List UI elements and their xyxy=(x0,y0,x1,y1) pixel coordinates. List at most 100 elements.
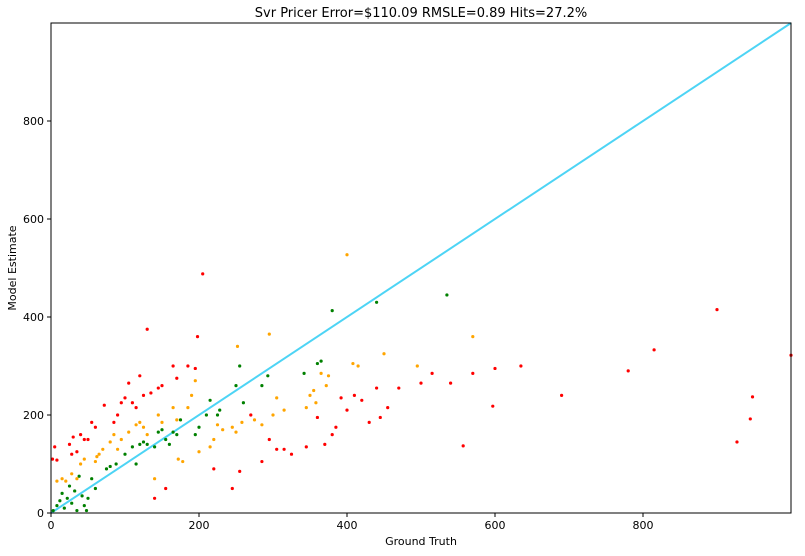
data-point-orange xyxy=(176,457,180,461)
data-point-red xyxy=(119,401,123,405)
data-point-red xyxy=(626,369,630,373)
data-point-green xyxy=(90,477,94,481)
data-point-orange xyxy=(260,423,264,427)
data-point-orange xyxy=(215,423,220,427)
data-point-red xyxy=(267,437,271,442)
data-point-red xyxy=(149,391,153,395)
data-point-orange xyxy=(153,477,157,481)
data-point-red xyxy=(123,396,127,400)
data-point-green xyxy=(319,359,323,363)
data-point-orange xyxy=(319,371,323,375)
data-point-orange xyxy=(116,447,120,451)
x-tick-label: 200 xyxy=(189,519,210,532)
data-point-orange xyxy=(240,420,244,424)
data-point-green xyxy=(145,442,149,446)
data-point-red xyxy=(330,433,334,437)
data-point-orange xyxy=(127,430,131,434)
data-point-orange xyxy=(108,440,112,444)
data-point-red xyxy=(289,452,294,456)
reference-line xyxy=(50,22,792,514)
data-point-green xyxy=(197,425,201,429)
data-point-green xyxy=(178,418,183,422)
data-point-red xyxy=(323,442,327,446)
data-point-orange xyxy=(351,361,355,366)
data-point-green xyxy=(75,508,79,513)
data-point-red xyxy=(134,406,138,410)
data-point-green xyxy=(315,361,319,366)
data-point-orange xyxy=(186,406,190,410)
data-point-orange xyxy=(156,413,160,417)
data-point-orange xyxy=(171,406,175,410)
data-point-orange xyxy=(252,418,257,422)
data-point-red xyxy=(304,445,308,449)
data-point-orange xyxy=(415,364,419,368)
data-point-red xyxy=(201,272,205,276)
data-point-orange xyxy=(75,477,79,481)
data-point-red xyxy=(93,425,97,429)
data-point-orange xyxy=(60,477,64,481)
data-point-green xyxy=(104,467,109,471)
data-point-green xyxy=(215,413,220,417)
data-point-green xyxy=(134,462,138,466)
data-point-red xyxy=(90,420,94,424)
data-point-green xyxy=(153,445,157,449)
data-point-red xyxy=(260,459,264,464)
data-point-orange xyxy=(95,455,99,459)
data-point-green xyxy=(108,464,112,469)
data-point-red xyxy=(519,364,523,368)
data-point-green xyxy=(51,508,55,513)
data-point-red xyxy=(345,408,349,412)
data-point-orange xyxy=(119,437,123,442)
data-point-red xyxy=(493,366,497,371)
y-axis-label: Model Estimate xyxy=(6,225,19,310)
data-point-red xyxy=(378,415,382,420)
data-point-green xyxy=(58,499,62,503)
data-point-green xyxy=(241,401,245,405)
data-point-red xyxy=(652,348,656,352)
x-axis-ticks: 0 200 400 600 800 xyxy=(48,513,654,532)
data-point-red xyxy=(430,371,434,375)
data-point-red xyxy=(53,445,57,449)
data-point-orange xyxy=(134,423,138,427)
data-point-red xyxy=(55,458,59,462)
data-point-red xyxy=(193,366,197,371)
data-point-red xyxy=(491,404,495,408)
data-point-orange xyxy=(93,459,97,464)
x-axis-label: Ground Truth xyxy=(385,535,457,548)
data-point-red xyxy=(153,496,157,500)
data-point-orange xyxy=(234,430,238,434)
data-point-red xyxy=(715,308,719,312)
y-axis-ticks: 0 200 400 600 800 xyxy=(23,115,51,520)
data-point-red xyxy=(130,401,134,405)
data-point-green xyxy=(164,437,168,442)
data-point-green xyxy=(77,474,81,478)
data-point-orange xyxy=(190,393,194,397)
x-tick-label: 800 xyxy=(633,519,654,532)
y-tick-label: 600 xyxy=(23,213,44,226)
data-point-green xyxy=(67,484,72,488)
data-point-orange xyxy=(212,437,216,442)
data-point-red xyxy=(461,444,465,448)
data-point-red xyxy=(275,447,279,451)
data-point-green xyxy=(114,462,118,466)
data-point-orange xyxy=(308,393,312,397)
data-point-green xyxy=(204,413,208,417)
data-point-red xyxy=(334,425,338,429)
data-point-red xyxy=(175,376,179,380)
data-point-green xyxy=(171,430,175,434)
data-point-green xyxy=(55,504,59,508)
data-point-green xyxy=(82,504,86,508)
data-point-red xyxy=(156,386,160,390)
data-point-orange xyxy=(175,418,179,422)
data-point-red xyxy=(238,469,242,473)
x-tick-label: 400 xyxy=(337,519,358,532)
data-point-red xyxy=(86,437,90,442)
data-point-green xyxy=(141,440,146,444)
data-point-orange xyxy=(282,408,286,412)
data-point-red xyxy=(560,393,564,397)
data-point-green xyxy=(130,445,134,449)
data-point-red xyxy=(79,433,83,437)
data-point-red xyxy=(282,447,286,451)
data-point-green xyxy=(86,496,90,500)
